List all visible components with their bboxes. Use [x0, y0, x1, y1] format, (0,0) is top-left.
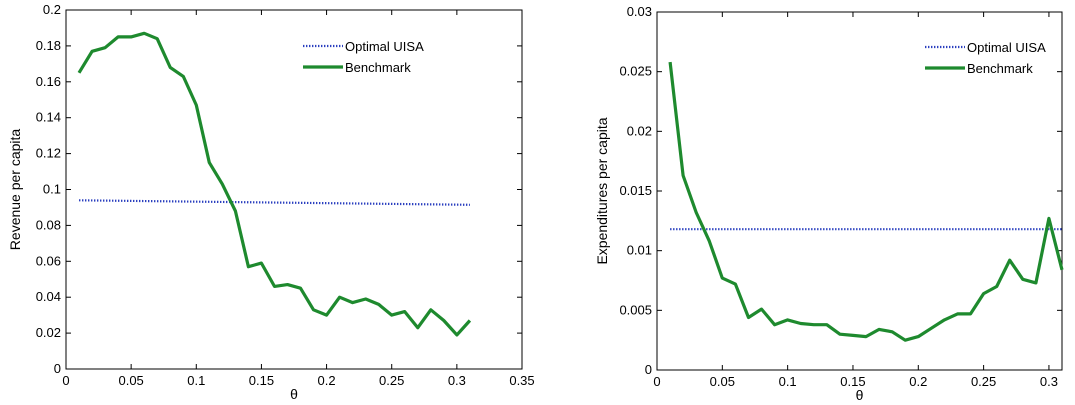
y-tick-label: 0.015	[619, 183, 652, 198]
series-line-optimal-uisa	[78, 199, 470, 206]
x-tick-label: 0.1	[187, 373, 205, 388]
chart-1: 0 0.05 0.1 0.15 0.2 0.25 0.3 0.35 0 0.02 0.04 0.06 0…	[7, 2, 535, 402]
y-tick-label: 0.01	[627, 243, 652, 258]
x-tick-label: 0.3	[1040, 374, 1058, 389]
y-tick-label: 0.04	[36, 289, 61, 304]
y-tick-label: 0.18	[36, 38, 61, 53]
x-tick-label: 0.15	[840, 374, 865, 389]
y-axis-title: Expenditures per capita	[594, 117, 610, 264]
y-tick-label: 0.005	[619, 302, 652, 317]
y-tick-label: 0.1	[43, 182, 61, 197]
legend-label: Optimal UISA	[967, 40, 1046, 55]
plot-frame	[65, 9, 523, 370]
chart-2: 0 0.05 0.1 0.15 0.2 0.25 0.3 0 0.005 0.01 0.015 0.0…	[594, 4, 1064, 403]
y-tick-label: 0.16	[36, 74, 61, 89]
x-tick-label: 0	[62, 373, 69, 388]
x-tick-label: 0.2	[318, 373, 336, 388]
x-tick-label: 0.35	[509, 373, 534, 388]
x-tick-label: 0.05	[710, 374, 735, 389]
x-tick-label: 0.25	[971, 374, 996, 389]
y-tick-label: 0	[54, 361, 61, 376]
series-line-benchmark	[77, 31, 472, 337]
y-tick-label: 0.02	[627, 123, 652, 138]
legend-label: Benchmark	[345, 60, 411, 75]
y-tick-label: 0.025	[619, 64, 652, 79]
series-line-benchmark	[668, 61, 1064, 342]
x-tick-label: 0.2	[909, 374, 927, 389]
x-tick-label: 0.25	[379, 373, 404, 388]
x-axis-title: θ	[856, 387, 864, 403]
y-axis-title: Revenue per capita	[7, 129, 23, 251]
y-tick-label: 0.03	[627, 4, 652, 19]
x-axis-title: θ	[290, 386, 298, 402]
x-tick-label: 0.15	[249, 373, 274, 388]
legend-label: Optimal UISA	[345, 39, 424, 54]
legend-label: Benchmark	[967, 61, 1033, 76]
y-tick-label: 0.2	[43, 2, 61, 17]
y-tick-label: 0.14	[36, 110, 61, 125]
x-tick-label: 0	[653, 374, 660, 389]
y-tick-label: 0	[645, 362, 652, 377]
x-tick-label: 0.05	[118, 373, 143, 388]
x-tick-label: 0.1	[779, 374, 797, 389]
y-tick-label: 0.12	[36, 146, 61, 161]
y-tick-label: 0.06	[36, 253, 61, 268]
y-tick-label: 0.02	[36, 325, 61, 340]
y-tick-label: 0.08	[36, 217, 61, 232]
x-tick-label: 0.3	[448, 373, 466, 388]
